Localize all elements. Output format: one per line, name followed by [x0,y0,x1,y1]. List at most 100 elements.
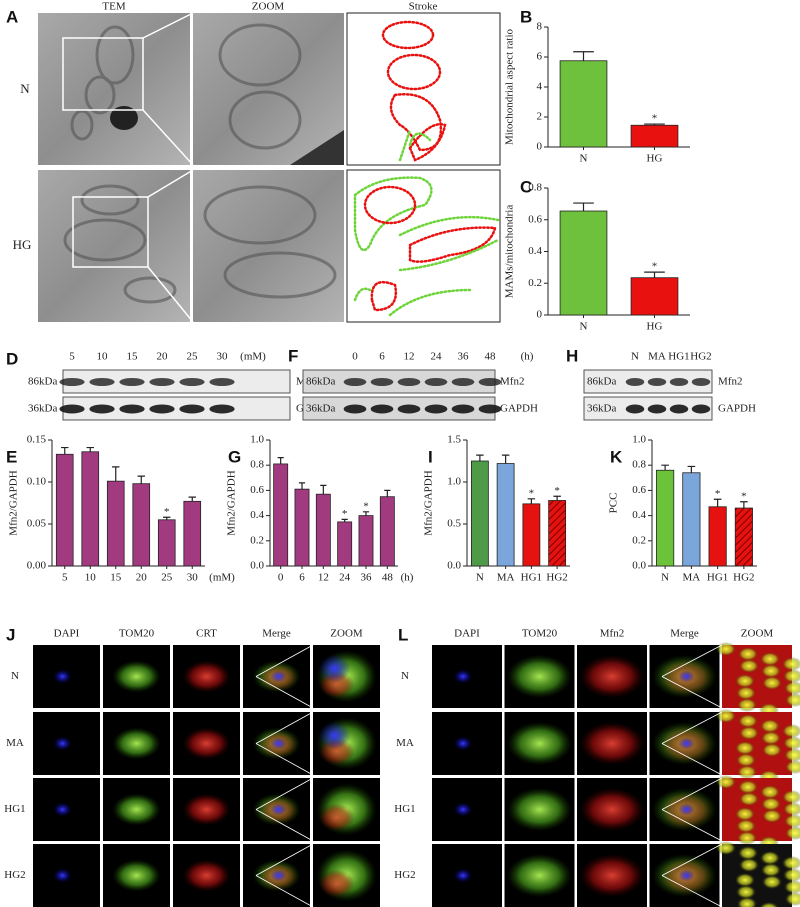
x-tick-label: 24 [339,572,351,584]
bar [379,496,395,567]
micrograph [193,170,344,322]
signal [53,802,72,817]
band [89,378,115,386]
zoom-guide [255,875,314,907]
row-label: MA [396,737,414,749]
zoom-guide [255,743,314,776]
signal [270,803,287,816]
bar [559,60,608,148]
signal [579,654,645,699]
signal [782,657,800,671]
y-axis-label: Mfn2/GAPDH [423,470,435,535]
signal [762,809,782,823]
x-tick-label: N [580,153,588,165]
x-tick-label: N [661,572,669,584]
zoom-guide [255,843,314,876]
signal [782,790,800,804]
panel-letter: H [566,346,578,365]
column-header: ZOOM [741,628,774,640]
band-size: 86kDa [28,376,57,388]
y-tick-label: 0.10 [27,476,47,488]
band [89,404,115,414]
lane-label: 25 [187,351,199,363]
lane-label: 15 [127,351,139,363]
band [119,404,145,414]
significance-marker: * [652,261,658,273]
row-label: N [20,81,30,96]
lane-label: 10 [97,351,109,363]
signal [760,851,780,865]
band-size: 86kDa [587,376,616,388]
y-axis-label: MAMs/mitochondria [504,205,516,299]
y-axis-label: Mfn2/GAPDH [8,470,20,535]
signal [182,660,231,693]
signal [735,674,755,688]
band [478,378,502,386]
lane-label: 5 [69,351,75,363]
significance-marker: * [652,113,658,125]
bar [630,124,679,148]
row-label: HG1 [4,803,25,815]
y-tick-label: 0.4 [632,509,646,521]
band-size: 36kDa [306,403,335,415]
panel-letter: C [520,177,532,196]
panel-letter: L [398,625,408,644]
bar [81,451,100,567]
zoom-guide [661,809,723,842]
mitochondria [63,23,337,304]
x-unit-label: (mM) [209,572,235,584]
panel-letter: I [428,447,433,466]
signal [507,654,572,699]
inset-box [62,12,194,323]
y-tick-label: 0 [537,309,543,321]
band [451,404,475,414]
signal [182,859,231,892]
signal [760,719,780,733]
x-tick-label: N [476,572,484,584]
signal [738,714,758,728]
column-header: Merge [670,628,699,640]
signal [735,741,755,755]
signal [785,892,800,906]
error-bar [501,454,510,464]
significance-marker: * [715,488,721,500]
band [647,378,667,386]
zoom-guide [255,711,314,744]
signal [182,793,231,826]
y-tick-label: 1.5 [447,434,461,446]
error-bar [112,466,120,482]
x-tick-label: 6 [299,572,305,584]
column-header: CRT [196,628,217,640]
y-tick-label: 0.15 [27,434,47,446]
column-header: Stroke [409,1,438,13]
y-tick-label: 2 [537,111,543,123]
signal [678,737,695,750]
signal [782,856,800,870]
y-tick-label: 1.0 [250,434,264,446]
band [397,378,421,386]
signal [112,793,161,826]
zoom-guide [255,777,314,810]
signal [759,902,779,907]
y-tick-label: 0.00 [27,560,47,572]
signal [270,869,287,882]
signal [738,647,758,661]
row-label: N [401,670,409,682]
bar [55,453,74,567]
zoom-guide [661,777,723,810]
signal [784,681,800,695]
signal [736,753,756,767]
signal [739,726,759,740]
band [625,378,645,386]
signal [678,803,695,816]
signal [579,853,645,898]
signal [737,897,757,907]
y-tick-label: 0.05 [27,518,47,530]
bar [682,472,701,567]
signal [318,869,355,898]
column-header: Merge [262,628,291,640]
micrograph-panel: A TEM ZOOM Stroke N HG [6,1,501,323]
error-bar [713,498,722,507]
protein-label: Mfn2 [500,376,524,388]
bar [470,460,489,567]
